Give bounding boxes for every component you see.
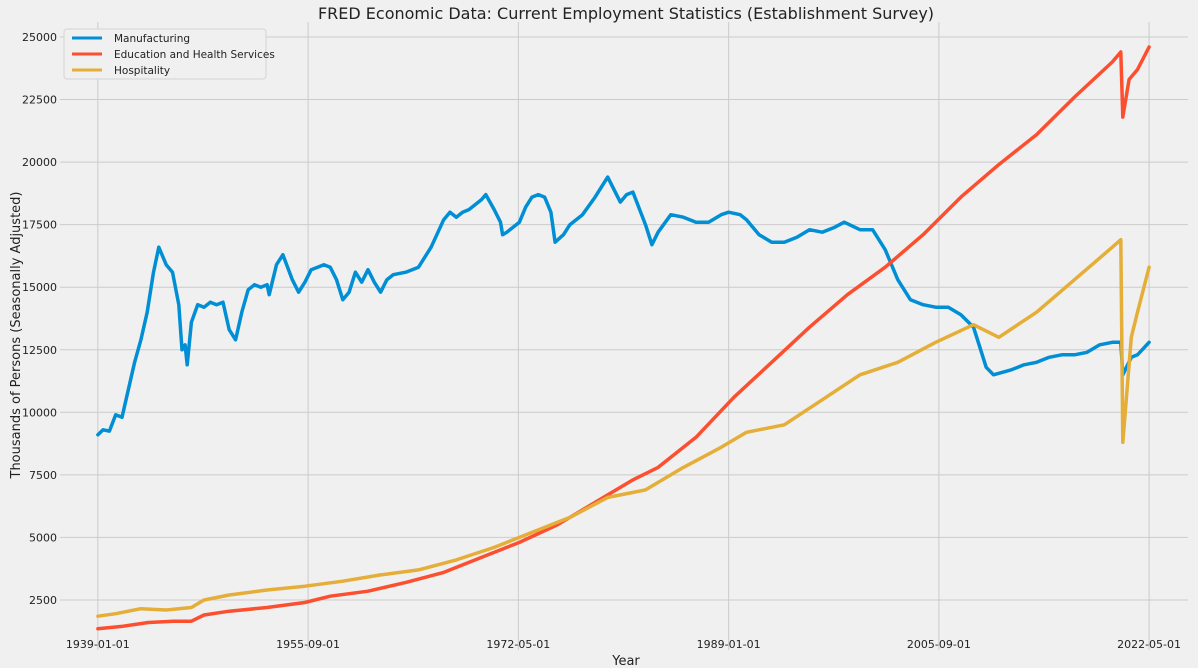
legend-label-education-health: Education and Health Services: [114, 49, 275, 61]
y-tick-label: 7500: [29, 469, 57, 482]
y-tick-label: 15000: [22, 281, 57, 294]
legend-box: [63, 28, 267, 80]
grid-lines: [60, 22, 1188, 650]
series-line-2: [96, 237, 1151, 618]
y-tick-label: 20000: [22, 156, 57, 169]
series-line-1: [96, 45, 1151, 631]
y-tick-label: 5000: [29, 531, 57, 544]
legend-label-manufacturing: Manufacturing: [114, 33, 190, 45]
y-axis-label: Thousands of Persons (Seasonally Adjuste…: [9, 192, 24, 480]
x-axis-ticks: 1939-01-01 1955-09-01 1972-05-01 1989-01-01…: [66, 638, 1181, 651]
x-axis-label: Year: [611, 654, 640, 668]
series-lines: [96, 45, 1151, 631]
x-tick-label: 1955-09-01: [276, 638, 340, 651]
y-tick-label: 2500: [29, 594, 57, 607]
x-tick-label: 1989-01-01: [697, 638, 761, 651]
y-tick-label: 22500: [22, 94, 57, 107]
y-tick-label: 12500: [22, 344, 57, 357]
chart-title: FRED Economic Data: Current Employment S…: [318, 4, 934, 23]
y-axis-ticks: 2500 5000 7500 10000 12500 15000 17500 20000 225…: [22, 31, 57, 607]
y-tick-label: 25000: [22, 31, 57, 44]
x-tick-label: 1939-01-01: [66, 638, 130, 651]
legend-label-hospitality: Hospitality: [114, 65, 170, 77]
x-tick-label: 1972-05-01: [486, 638, 550, 651]
y-tick-label: 17500: [22, 219, 57, 232]
y-tick-label: 10000: [22, 406, 57, 419]
plot-area: [60, 22, 1188, 650]
legend: Manufacturing Education and Health Servi…: [63, 28, 275, 80]
x-tick-label: 2022-05-01: [1117, 638, 1181, 651]
x-tick-label: 2005-09-01: [907, 638, 971, 651]
series-line-0: [96, 175, 1151, 437]
